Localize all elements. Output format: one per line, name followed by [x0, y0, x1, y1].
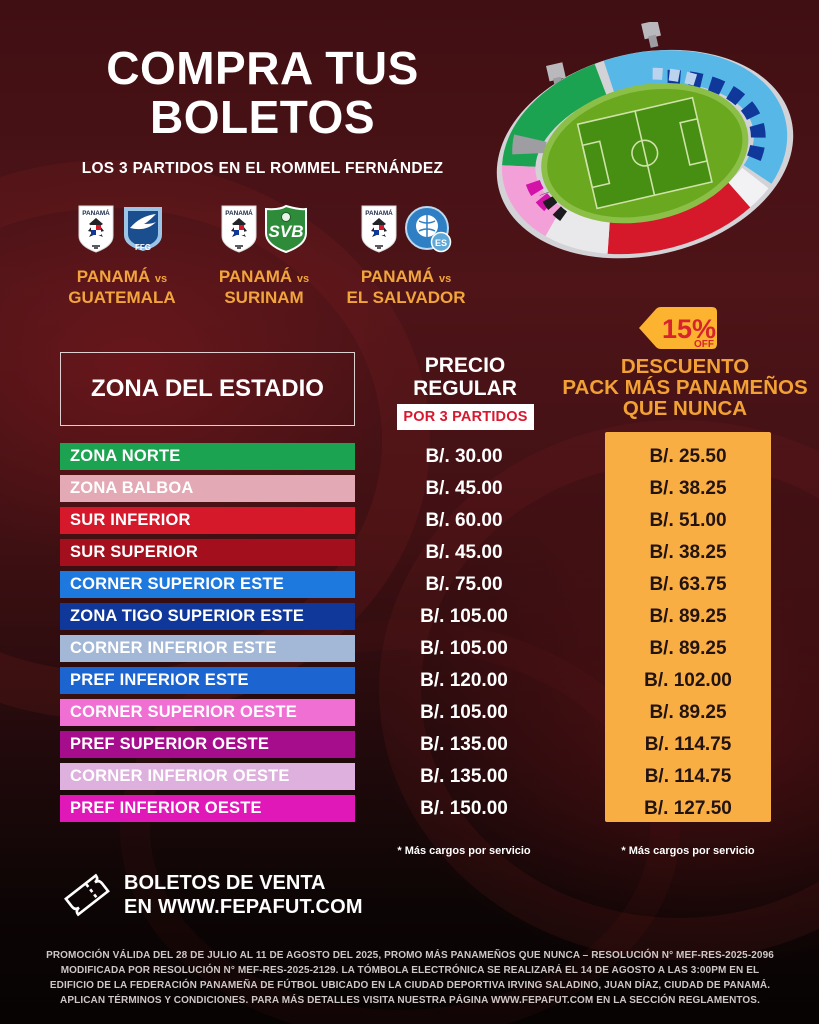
- matchup-surinam: PANAMÁ SVB PANAMÁ vs SURINAM: [194, 198, 334, 309]
- vs-text: vs: [154, 273, 168, 285]
- home-team: PANAMÁ: [360, 267, 435, 286]
- header: COMPRA TUS BOLETOS LOS 3 PARTIDOS EN EL …: [0, 44, 525, 178]
- home-team: PANAMÁ: [76, 267, 151, 286]
- zone-bar: CORNER INFERIOR ESTE: [60, 635, 355, 662]
- discount-header-line1: DESCUENTO: [620, 355, 750, 378]
- zone-bar: PREF INFERIOR OESTE: [60, 795, 355, 822]
- away-team: SURINAM: [224, 288, 304, 308]
- zone-bar: ZONA BALBOA: [60, 475, 355, 502]
- svg-text:PANAMÁ: PANAMÁ: [83, 208, 111, 217]
- matchup-el-salvador: PANAMÁ ES PANAMÁ vs EL SALVADOR: [336, 198, 476, 309]
- regular-price: B/. 135.00: [420, 733, 508, 755]
- svg-text:SVB: SVB: [268, 222, 303, 241]
- regular-price: B/. 135.00: [420, 765, 508, 787]
- matchup-label: PANAMÁ vs EL SALVADOR: [347, 266, 466, 309]
- regular-price: B/. 105.00: [420, 637, 508, 659]
- discount-price: B/. 51.00: [649, 509, 727, 531]
- matchup-label: PANAMÁ vs GUATEMALA: [68, 266, 175, 309]
- discount-price: B/. 89.25: [649, 605, 727, 627]
- discount-price: B/. 63.75: [649, 573, 727, 595]
- matchup-badges: PANAMÁ ES: [360, 198, 453, 260]
- panama-crest-icon: PANAMÁ: [221, 205, 256, 253]
- discount-price: B/. 114.75: [644, 765, 732, 787]
- price-header-line1: PRECIO: [424, 354, 506, 377]
- legal-fine-print: PROMOCIÓN VÁLIDA DEL 28 DE JULIO AL 11 D…: [46, 950, 774, 1006]
- regular-price: B/. 105.00: [420, 701, 508, 723]
- matchup-badges: PANAMÁ FFG: [77, 198, 166, 260]
- el-salvador-crest-icon: ES: [404, 206, 451, 253]
- matchup-label: PANAMÁ vs SURINAM: [219, 266, 309, 309]
- zone-bar: CORNER SUPERIOR ESTE: [60, 571, 355, 598]
- regular-price: B/. 150.00: [420, 797, 508, 819]
- discount-price: B/. 38.25: [649, 477, 727, 499]
- price-column-header: PRECIO REGULAR: [392, 354, 538, 400]
- panama-crest-icon: PANAMÁ: [361, 205, 397, 253]
- vs-text: vs: [438, 273, 452, 285]
- surinam-svb-crest-icon: SVB: [264, 204, 307, 254]
- svg-text:FFG: FFG: [135, 243, 151, 252]
- subtitle: LOS 3 PARTIDOS EN EL ROMMEL FERNÁNDEZ: [81, 159, 444, 177]
- zone-bar: SUR INFERIOR: [60, 507, 355, 534]
- zone-bar: ZONA NORTE: [60, 443, 355, 470]
- discounts-column: B/. 25.50 B/. 38.25 B/. 51.00 B/. 38.25 B/. …: [605, 443, 771, 827]
- regular-price: B/. 75.00: [425, 573, 503, 595]
- sales-channel: BOLETOS DE VENTA EN WWW.FEPAFUT.COM: [60, 868, 363, 922]
- matchup-guatemala: PANAMÁ FFG PANAMÁ vs GUATEMALA: [52, 198, 192, 309]
- matchup-badges: PANAMÁ SVB: [220, 198, 309, 260]
- discount-price: B/. 89.25: [649, 701, 727, 723]
- svg-text:ES: ES: [435, 238, 447, 248]
- discount-price: B/. 89.25: [649, 637, 727, 659]
- away-team: EL SALVADOR: [346, 288, 466, 308]
- regular-price: B/. 45.00: [425, 477, 503, 499]
- zone-column-header: ZONA DEL ESTADIO: [60, 352, 355, 426]
- discount-percent-text: 15%: [662, 314, 716, 344]
- regular-price: B/. 105.00: [420, 605, 508, 627]
- zone-bar: ZONA TIGO SUPERIOR ESTE: [60, 603, 355, 630]
- page-title: COMPRA TUS BOLETOS: [0, 44, 525, 142]
- home-team: PANAMÁ: [218, 267, 293, 286]
- zone-bar: CORNER INFERIOR OESTE: [60, 763, 355, 790]
- sales-text: BOLETOS DE VENTA EN WWW.FEPAFUT.COM: [124, 871, 363, 920]
- discount-price: B/. 114.75: [644, 733, 732, 755]
- regular-price: B/. 120.00: [420, 669, 508, 691]
- discount-header-line3: QUE NUNCA: [622, 396, 748, 420]
- panama-crest-icon: PANAMÁ: [78, 205, 114, 253]
- zone-bar: SUR SUPERIOR: [60, 539, 355, 566]
- discount-panel: [605, 432, 771, 822]
- discount-price: B/. 25.50: [649, 445, 727, 467]
- discount-footnote: * Más cargos por servicio: [621, 845, 755, 857]
- title-line-1: COMPRA TUS: [106, 42, 419, 94]
- vs-text: vs: [296, 273, 310, 285]
- discount-off-text: OFF: [694, 339, 714, 350]
- sales-line1: BOLETOS DE VENTA: [124, 871, 326, 894]
- title-line-2: BOLETOS: [149, 90, 375, 143]
- zone-bar: PREF SUPERIOR OESTE: [60, 731, 355, 758]
- zone-bar: PREF INFERIOR ESTE: [60, 667, 355, 694]
- regular-price: B/. 45.00: [425, 541, 503, 563]
- zone-bar: CORNER SUPERIOR OESTE: [60, 699, 355, 726]
- regular-price: B/. 30.00: [425, 445, 503, 467]
- zone-bars-column: ZONA NORTE ZONA BALBOA SUR INFERIOR SUR SUP…: [60, 443, 355, 827]
- discount-header-line2: PACK MÁS PANAMEÑOS: [562, 375, 808, 399]
- discount-price: B/. 38.25: [649, 541, 727, 563]
- discount-column-header: DESCUENTO PACK MÁS PANAMEÑOS QUE NUNCA: [553, 355, 817, 420]
- discount-tag-badge: 15% OFF: [639, 307, 717, 350]
- discount-price: B/. 102.00: [644, 669, 732, 691]
- discount-price: B/. 127.50: [644, 797, 732, 819]
- svg-text:PANAMÁ: PANAMÁ: [365, 208, 393, 217]
- stadium-map-illustration: [496, 22, 794, 259]
- svg-text:PANAMÁ: PANAMÁ: [225, 208, 253, 217]
- matchups-row: PANAMÁ FFG PANAMÁ vs GUATEMALA PANAMÁ SVB…: [52, 198, 476, 309]
- sales-line2: EN WWW.FEPAFUT.COM: [124, 896, 363, 918]
- price-footnote: * Más cargos por servicio: [397, 845, 531, 857]
- prices-column: B/. 30.00 B/. 45.00 B/. 60.00 B/. 45.00 B/. …: [388, 443, 540, 827]
- guatemala-ffg-crest-icon: FFG: [124, 207, 163, 252]
- away-team: GUATEMALA: [68, 288, 176, 308]
- price-subheader-chip: POR 3 PARTIDOS: [397, 404, 534, 430]
- ticket-icon: [64, 873, 110, 917]
- regular-price: B/. 60.00: [425, 509, 503, 531]
- price-header-line2: REGULAR: [413, 377, 517, 401]
